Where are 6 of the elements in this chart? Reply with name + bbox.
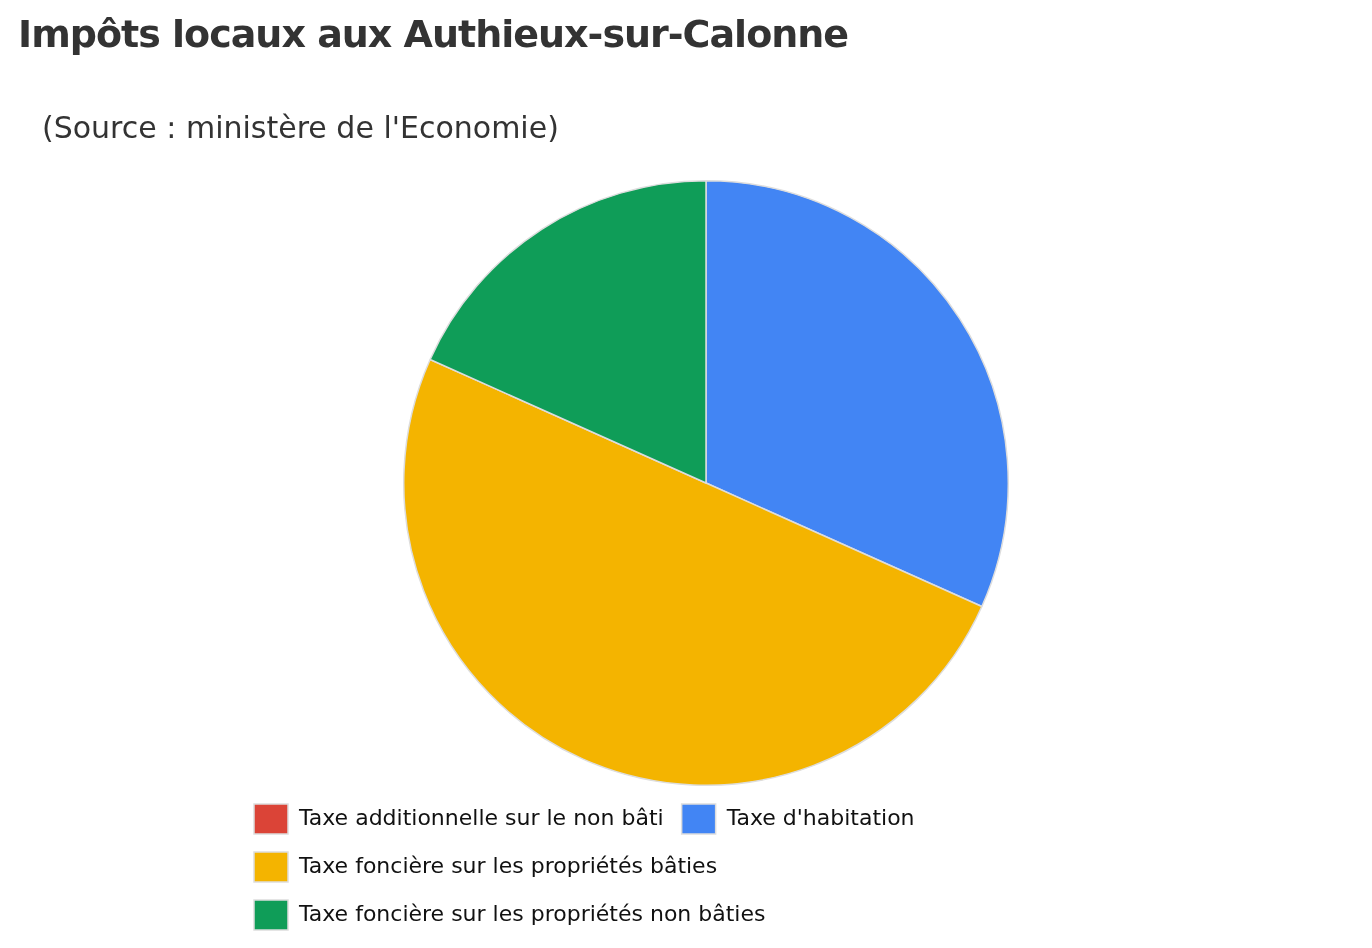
text: (Source : ministère de l'Economie): [42, 110, 559, 145]
legend-label: Taxe d'habitation: [725, 804, 915, 830]
legend-label: Taxe foncière sur les propriétés non bâties: [298, 900, 766, 926]
chart-title: Impôts locaux aux Authieux-sur-Calonne: [18, 12, 849, 56]
legend-label: Taxe foncière sur les propriétés bâties: [298, 852, 718, 878]
legend-label: Taxe additionnelle sur le non bâti: [298, 804, 664, 830]
